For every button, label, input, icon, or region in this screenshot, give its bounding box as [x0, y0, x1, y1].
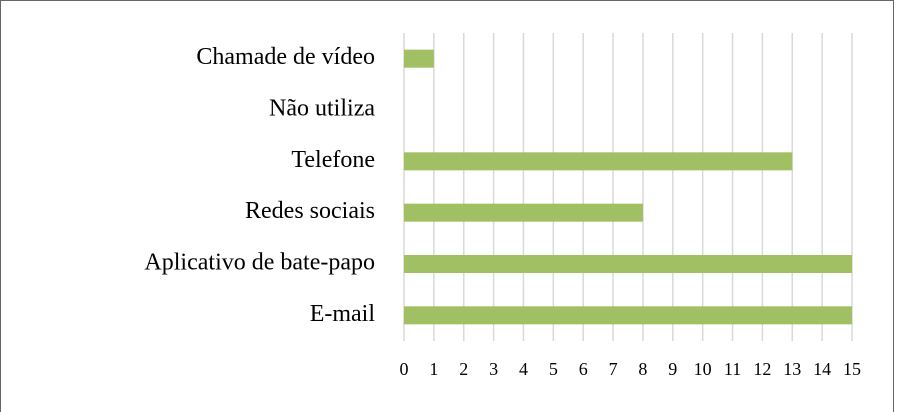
bar — [404, 49, 434, 68]
y-tick-label: Aplicativo de bate-papo — [144, 250, 375, 276]
y-tick-label: Não utiliza — [269, 96, 375, 122]
x-tick-label: 14 — [813, 359, 831, 379]
x-tick-label: 9 — [668, 359, 677, 379]
bar — [404, 255, 852, 273]
x-tick-label: 2 — [459, 359, 468, 379]
x-tick-label: 4 — [519, 359, 528, 379]
y-tick-label: Telefone — [291, 147, 375, 173]
x-tick-label: 15 — [843, 359, 861, 379]
x-tick-label: 12 — [753, 359, 771, 379]
y-tick-label: Redes sociais — [245, 198, 375, 224]
x-tick-label: 5 — [549, 359, 558, 379]
bar — [404, 203, 643, 222]
x-tick-label: 1 — [429, 359, 438, 379]
y-tick-label: Chamade de vídeo — [196, 44, 375, 70]
x-tick-label: 7 — [609, 359, 618, 379]
y-tick-label: E-mail — [310, 301, 376, 327]
x-tick-label: 13 — [783, 359, 801, 379]
x-tick-label: 6 — [579, 359, 588, 379]
x-tick-label: 10 — [694, 359, 712, 379]
x-tick-label: 8 — [638, 359, 647, 379]
bar — [404, 306, 852, 325]
x-tick-label: 0 — [400, 359, 409, 379]
x-tick-label: 3 — [489, 359, 498, 379]
bar — [404, 152, 793, 171]
x-tick-label: 11 — [724, 359, 741, 379]
